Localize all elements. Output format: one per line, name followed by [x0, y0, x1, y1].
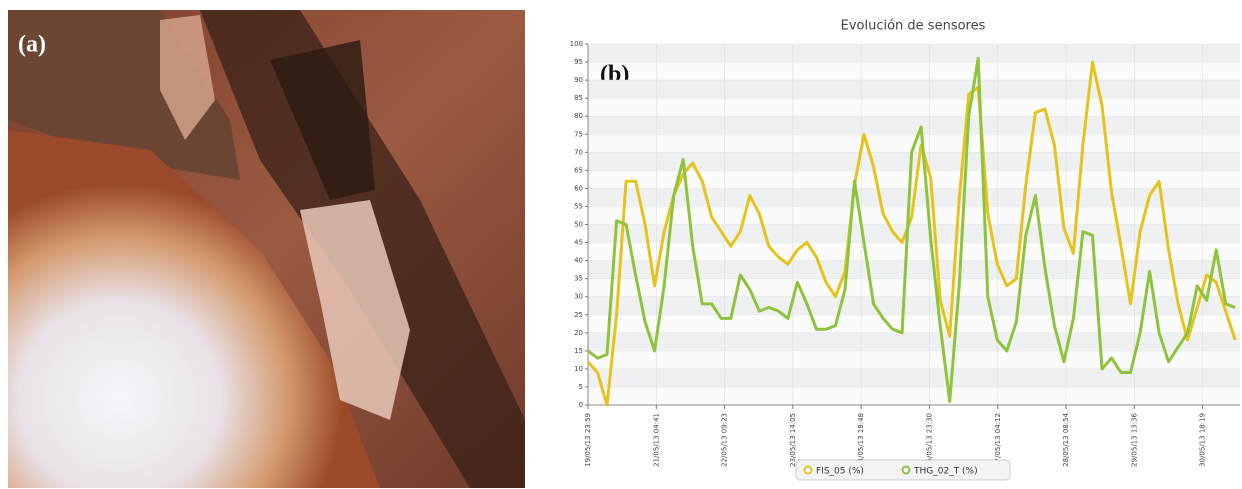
y-tick-label: 85 [574, 94, 583, 102]
y-tick-label: 0 [579, 401, 583, 409]
y-tick-label: 5 [579, 383, 583, 391]
x-tick-label: 30/05/13 18:19 [1199, 413, 1207, 467]
y-tick-label: 25 [574, 311, 583, 319]
legend: FIS_05 (%) THG_02_T (%) [796, 460, 1010, 480]
grid-band [588, 116, 1240, 134]
y-tick-label: 65 [574, 166, 583, 174]
figure: (a) Evolución de sensores (b) 0510152025… [0, 0, 1242, 489]
legend-label: THG_02_T (%) [913, 467, 978, 477]
y-tick-label: 20 [574, 329, 583, 337]
x-tick-label: 23/05/13 14:05 [789, 413, 797, 467]
y-tick-label: 15 [574, 347, 583, 355]
y-tick-label: 95 [574, 58, 583, 66]
x-tick-label: 22/05/13 09:23 [721, 413, 729, 467]
grid-band [588, 369, 1240, 387]
x-tick-label: 27/05/13 04:12 [994, 413, 1002, 467]
panel-label: (a) [18, 32, 46, 58]
legend-label: FIS_05 (%) [816, 467, 864, 477]
grid-band [588, 44, 1240, 62]
y-tick-label: 40 [574, 257, 583, 265]
y-tick-label: 45 [574, 239, 583, 247]
y-tick-label: 55 [574, 202, 583, 210]
legend-marker [903, 467, 910, 474]
x-tick-label: 25/05/13 23:30 [925, 413, 933, 467]
x-tick-label: 24/05/13 18:48 [857, 413, 865, 467]
grid-band [588, 80, 1240, 98]
y-tick-label: 30 [574, 293, 583, 301]
y-tick-label: 75 [574, 130, 583, 138]
y-tick-label: 60 [574, 184, 583, 192]
y-tick-label: 10 [574, 365, 583, 373]
y-tick-label: 80 [574, 112, 583, 120]
x-tick-label: 21/05/13 04:41 [652, 413, 660, 467]
y-tick-label: 70 [574, 148, 583, 156]
y-tick-label: 35 [574, 275, 583, 283]
grid-band [588, 333, 1240, 351]
y-tick-label: 50 [574, 221, 583, 229]
x-tick-label: 19/05/13 23:59 [584, 413, 592, 467]
legend-marker [805, 467, 812, 474]
chart: Evolución de sensores (b) 05101520253035… [570, 19, 1240, 481]
y-tick-label: 90 [574, 76, 583, 84]
x-tick-label: 29/05/13 13:36 [1130, 412, 1138, 466]
y-tick-label: 100 [570, 40, 583, 48]
chart-title: Evolución de sensores [841, 19, 986, 34]
grid-band [588, 152, 1240, 170]
photo: (a) [8, 10, 525, 488]
grid-band [588, 261, 1240, 279]
x-tick-label: 28/05/13 08:54 [1062, 412, 1070, 466]
